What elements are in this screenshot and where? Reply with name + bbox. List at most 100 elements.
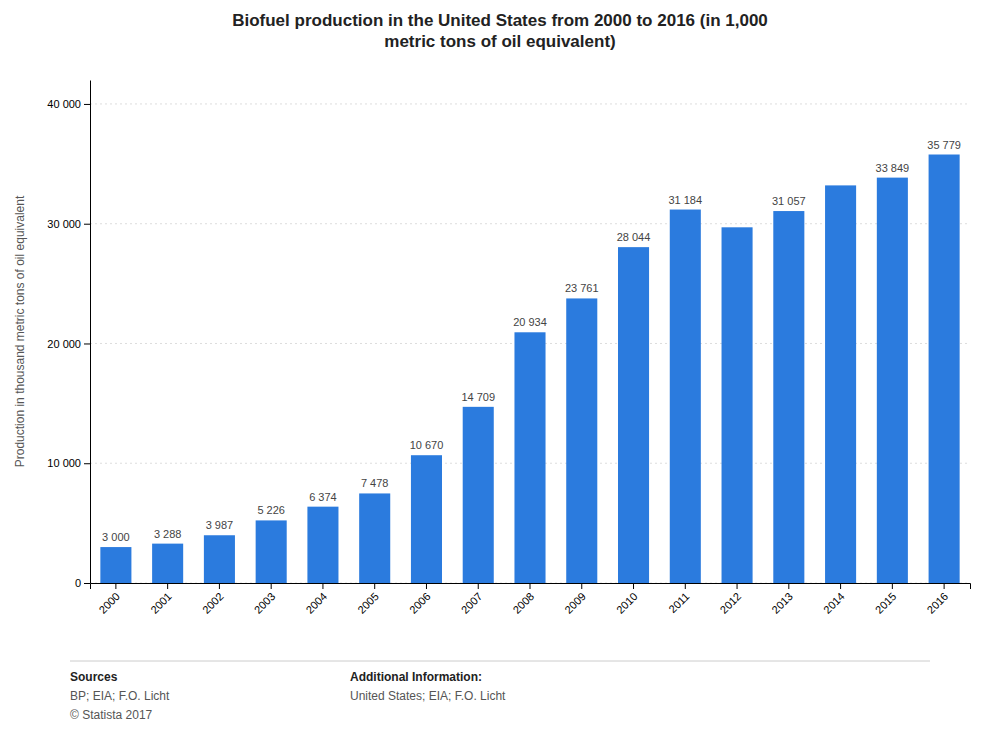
y-tick: 0 xyxy=(75,577,90,589)
data-label: 5 226 xyxy=(257,504,285,516)
data-label: 20 934 xyxy=(513,316,547,328)
x-tick-mark xyxy=(840,583,841,589)
y-axis-line xyxy=(90,81,91,584)
x-tick-label: 2005 xyxy=(355,590,381,616)
x-tick-mark xyxy=(530,583,531,589)
y-tick-label: 0 xyxy=(75,577,81,589)
bar xyxy=(152,544,183,583)
bar xyxy=(825,185,856,583)
x-tick-mark xyxy=(322,583,323,589)
x-tick-label: 2015 xyxy=(873,590,899,616)
x-axis-line xyxy=(91,584,971,590)
x-tick: 2014 xyxy=(821,583,847,616)
x-tick: 2003 xyxy=(252,583,278,616)
y-tick-mark xyxy=(84,463,90,464)
x-tick-mark xyxy=(115,583,116,589)
y-tick-mark xyxy=(84,104,90,105)
x-tick: 2007 xyxy=(459,583,485,616)
grid xyxy=(90,104,970,583)
x-tick-mark xyxy=(944,583,945,589)
bar xyxy=(670,210,701,583)
annotation: United States; EIA; F.O. Licht xyxy=(350,689,506,703)
data-labels: 3 0003 2883 9875 2266 3747 47810 67014 7… xyxy=(102,139,961,544)
x-tick: 2012 xyxy=(717,583,743,616)
x-tick-label: 2001 xyxy=(148,590,174,616)
x-tick-label: 2013 xyxy=(769,590,795,616)
bar xyxy=(307,507,338,583)
bar xyxy=(256,520,287,583)
y-tick: 10 000 xyxy=(47,457,90,469)
y-axis-title: Production in thousand metric tons of oi… xyxy=(13,195,27,467)
bar xyxy=(514,332,545,583)
annotation: Sources xyxy=(70,670,118,684)
x-tick-mark xyxy=(788,583,789,589)
x-tick-label: 2006 xyxy=(407,590,433,616)
title: Biofuel production in the United States … xyxy=(232,11,768,51)
x-tick-mark xyxy=(426,583,427,589)
data-label: 35 779 xyxy=(927,139,961,151)
x-tick-label: 2009 xyxy=(562,590,588,616)
data-label: 31 184 xyxy=(668,194,702,206)
x-tick: 2001 xyxy=(148,583,174,616)
footer-separator xyxy=(70,661,930,662)
x-tick-label: 2010 xyxy=(614,590,640,616)
data-label: 10 670 xyxy=(410,439,444,451)
data-label: 7 478 xyxy=(361,477,389,489)
y-tick-mark xyxy=(84,224,90,225)
y-tick-label: 30 000 xyxy=(47,218,81,230)
x-tick-mark xyxy=(581,583,582,589)
x-tick: 2004 xyxy=(303,583,329,616)
bar xyxy=(359,493,390,583)
plot: 0 10 000 20 000 30 000 40 000 2000 2001 2002 200… xyxy=(47,81,970,616)
x-tick: 2010 xyxy=(614,583,640,616)
data-label: 28 044 xyxy=(617,231,651,243)
data-label: 6 374 xyxy=(309,491,337,503)
y-tick-label: 40 000 xyxy=(47,98,81,110)
x-tick-mark xyxy=(374,583,375,589)
annotation: © Statista 2017 xyxy=(70,708,153,722)
y-tick: 40 000 xyxy=(47,98,90,110)
data-label: 23 761 xyxy=(565,282,599,294)
x-tick-mark xyxy=(478,583,479,589)
bar xyxy=(204,535,235,583)
x-tick: 2013 xyxy=(769,583,795,616)
x-tick-label: 2004 xyxy=(303,590,329,616)
bar xyxy=(929,155,960,583)
bar xyxy=(100,547,131,583)
bar xyxy=(618,247,649,583)
annotation: BP; EIA; F.O. Licht xyxy=(70,689,170,703)
data-label: 31 057 xyxy=(772,195,806,207)
x-tick-mark xyxy=(737,583,738,589)
y-tick: 30 000 xyxy=(47,218,90,230)
bar xyxy=(877,178,908,583)
x-tick-label: 2002 xyxy=(200,590,226,616)
chart: Biofuel production in the United States … xyxy=(0,0,1000,743)
x-tick-label: 2016 xyxy=(925,590,951,616)
data-label: 14 709 xyxy=(461,391,495,403)
y-tick-label: 10 000 xyxy=(47,457,81,469)
x-tick: 2005 xyxy=(355,583,381,616)
y-tick-label: 20 000 xyxy=(47,337,81,349)
x-tick-label: 2000 xyxy=(96,590,122,616)
data-label: 3 000 xyxy=(102,531,130,543)
x-tick-mark xyxy=(219,583,220,589)
y-tick-mark xyxy=(84,343,90,344)
x-tick-mark xyxy=(167,583,168,589)
annotation: Additional Information: xyxy=(350,670,482,684)
bar xyxy=(773,211,804,583)
bar xyxy=(463,407,494,583)
x-tick-label: 2011 xyxy=(666,590,691,615)
x-tick-label: 2008 xyxy=(510,590,536,616)
x-tick-label: 2003 xyxy=(252,590,278,616)
x-tick: 2009 xyxy=(562,583,588,616)
x-tick-mark xyxy=(892,583,893,589)
x-tick: 2016 xyxy=(925,583,951,616)
x-tick: 2008 xyxy=(510,583,536,616)
bars xyxy=(100,155,959,583)
x-tick-label: 2007 xyxy=(459,590,485,616)
x-tick-mark xyxy=(271,583,272,589)
y-axis: 0 10 000 20 000 30 000 40 000 xyxy=(47,81,90,590)
x-tick: 2000 xyxy=(96,583,122,616)
data-label: 3 288 xyxy=(154,528,182,540)
x-tick: 2006 xyxy=(407,583,433,616)
